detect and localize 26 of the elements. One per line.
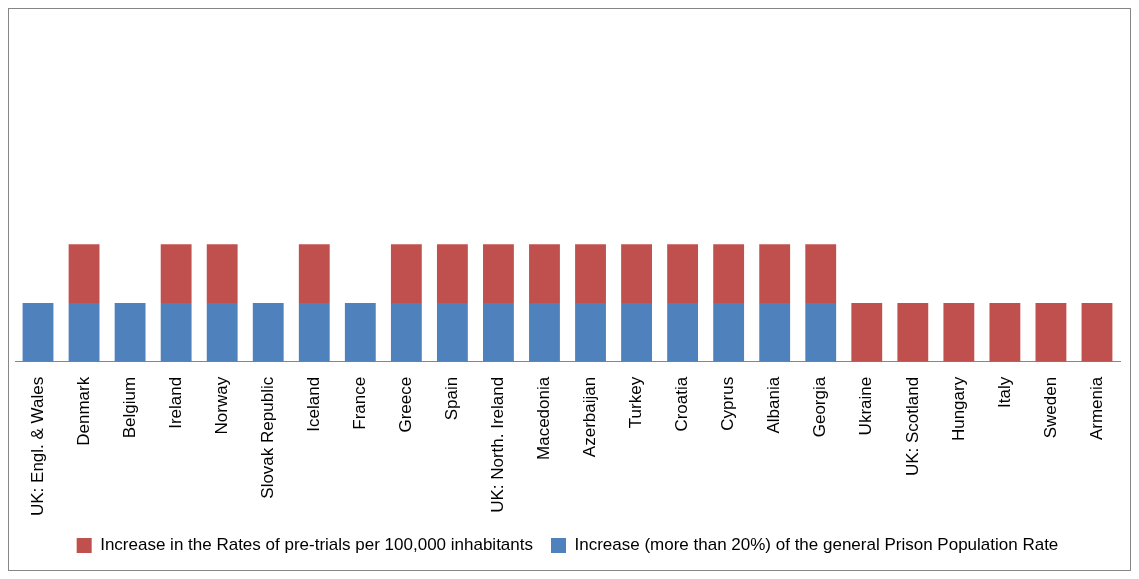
x-tick-label: Slovak Republic <box>257 376 277 499</box>
x-tick-label: Spain <box>442 376 462 421</box>
x-tick-label: Belgium <box>119 376 139 439</box>
legend-label: Increase (more than 20%) of the general Prison Population Rate <box>574 535 1059 555</box>
x-tick-label: France <box>350 376 369 430</box>
x-tick-label: Albania <box>764 376 784 434</box>
x-tick-label: Croatia <box>672 376 692 432</box>
x-tick-label: Azerbaijan <box>580 376 600 458</box>
x-tick-label: Hungary <box>948 376 968 442</box>
x-tick-label: Greece <box>396 376 416 433</box>
x-tick-label: Turkey <box>626 376 646 429</box>
x-tick-label: UK: Engl. & Wales <box>27 376 47 517</box>
x-tick-label: Ireland <box>165 376 185 429</box>
x-tick-label: Macedonia <box>534 376 554 460</box>
x-tick-label: Iceland <box>303 376 323 432</box>
x-tick-label: Norway <box>211 376 231 435</box>
x-tick-label: Armenia <box>1086 376 1106 441</box>
x-tick-label: Cyprus <box>718 376 738 431</box>
x-tick-label: UK: Scotland <box>902 376 922 477</box>
x-tick-label: Italy <box>994 376 1014 408</box>
legend-label: Increase in the Rates of pre-trials per 100,000 inhabitants <box>100 535 533 555</box>
x-tick-label: Ukraine <box>856 376 876 436</box>
x-tick-label: Georgia <box>810 376 830 438</box>
x-tick-label: Sweden <box>1040 376 1060 439</box>
x-tick-label: UK: North. Ireland <box>488 376 508 513</box>
x-tick-label: Denmark <box>73 376 93 446</box>
